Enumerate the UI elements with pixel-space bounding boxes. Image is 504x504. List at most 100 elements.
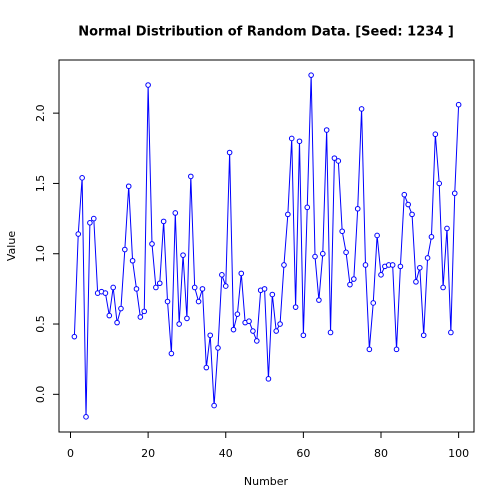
data-point xyxy=(114,319,120,326)
data-point xyxy=(308,72,314,78)
data-point xyxy=(149,241,155,247)
data-point xyxy=(110,284,116,291)
data-point xyxy=(215,345,221,351)
data-point xyxy=(304,204,311,211)
y-tick-label: 0.0 xyxy=(34,386,47,404)
y-tick-label: 2.0 xyxy=(34,104,47,122)
data-point xyxy=(292,304,299,310)
data-point xyxy=(199,286,206,292)
data-point xyxy=(281,262,287,268)
data-point xyxy=(424,255,431,261)
data-point xyxy=(129,257,136,264)
data-point xyxy=(347,281,353,288)
data-point xyxy=(265,376,272,382)
data-point xyxy=(319,250,326,257)
data-point xyxy=(428,234,435,240)
data-point xyxy=(250,328,256,334)
data-point xyxy=(71,333,78,340)
data-point xyxy=(451,190,458,197)
x-tick-label: 80 xyxy=(374,447,388,460)
data-point xyxy=(444,225,450,232)
data-point xyxy=(141,308,148,315)
data-point xyxy=(118,305,124,312)
data-point xyxy=(335,158,342,164)
data-point xyxy=(420,332,427,339)
data-point xyxy=(253,338,260,344)
data-point xyxy=(87,220,93,226)
data-point xyxy=(195,298,202,305)
y-tick-label: 1.0 xyxy=(34,245,47,263)
data-point xyxy=(90,215,97,222)
data-point xyxy=(261,286,268,292)
data-point xyxy=(413,279,419,285)
data-point xyxy=(137,314,144,320)
data-point xyxy=(393,346,400,353)
data-point xyxy=(277,321,283,327)
data-point xyxy=(145,82,151,88)
x-tick-label: 0 xyxy=(67,447,74,460)
data-point xyxy=(370,300,377,306)
data-point xyxy=(296,138,303,145)
data-point xyxy=(133,286,140,292)
data-point xyxy=(358,106,365,112)
x-tick-label: 20 xyxy=(141,447,155,460)
x-tick-label: 100 xyxy=(448,447,469,460)
data-point xyxy=(316,297,322,303)
data-point xyxy=(409,211,415,218)
data-point xyxy=(436,180,443,187)
data-point xyxy=(417,264,423,271)
y-tick-label: 1.5 xyxy=(34,175,47,193)
y-axis-label: Value xyxy=(5,231,18,261)
x-tick-label: 60 xyxy=(296,447,310,460)
data-point xyxy=(234,311,241,317)
data-point xyxy=(102,290,109,296)
data-point xyxy=(343,249,349,256)
data-point xyxy=(83,414,89,420)
data-point xyxy=(125,183,132,190)
data-point xyxy=(156,280,163,287)
x-axis-label: Number xyxy=(244,475,289,488)
data-point xyxy=(339,228,345,235)
x-tick-label: 40 xyxy=(219,447,233,460)
data-point xyxy=(327,329,334,336)
data-point xyxy=(230,326,237,333)
data-point xyxy=(378,272,384,278)
data-point xyxy=(226,149,233,156)
data-point xyxy=(300,332,307,339)
y-tick-label: 0.5 xyxy=(34,315,47,333)
data-point xyxy=(180,252,186,258)
chart-title: Normal Distribution of Random Data. [See… xyxy=(78,25,454,40)
data-point xyxy=(351,276,357,282)
data-point xyxy=(75,231,82,237)
data-point xyxy=(374,232,380,239)
data-point xyxy=(273,328,280,334)
data-point xyxy=(160,218,167,225)
data-line xyxy=(73,75,460,417)
data-point xyxy=(397,263,404,270)
data-point xyxy=(440,284,446,291)
data-point xyxy=(172,210,179,216)
data-point xyxy=(448,329,454,336)
data-point xyxy=(153,284,159,291)
data-point xyxy=(188,173,194,180)
data-point xyxy=(122,246,128,253)
data-point xyxy=(246,318,252,325)
data-point xyxy=(207,332,214,339)
data-point xyxy=(79,175,85,181)
data-point xyxy=(203,364,210,371)
data-point xyxy=(211,402,217,409)
data-point xyxy=(269,291,276,298)
data-point xyxy=(219,272,225,278)
data-point xyxy=(168,350,175,357)
data-point xyxy=(362,262,369,268)
data-point xyxy=(405,201,411,208)
data-point xyxy=(455,101,462,108)
data-point xyxy=(288,135,295,142)
data-point xyxy=(285,211,291,218)
data-point xyxy=(312,253,318,260)
data-point xyxy=(432,131,439,138)
data-point xyxy=(331,155,338,161)
data-point xyxy=(389,262,396,268)
